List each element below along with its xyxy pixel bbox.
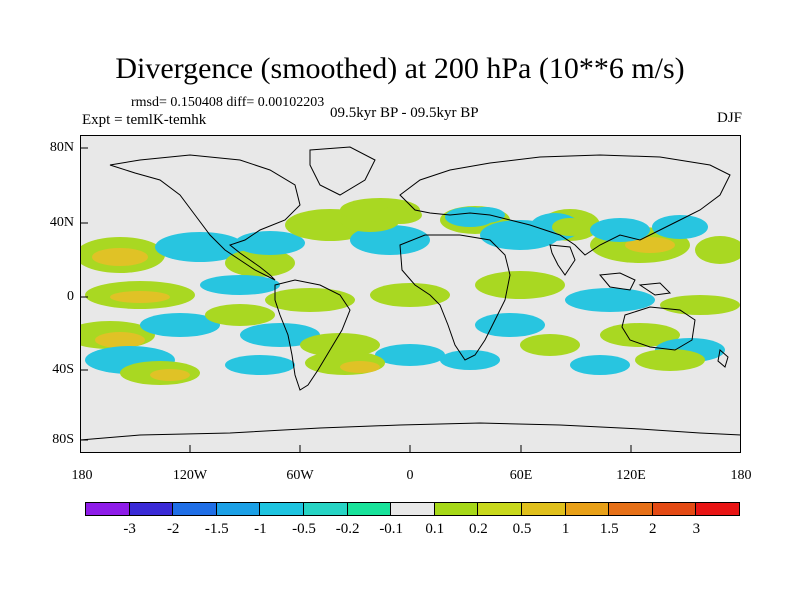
colorbar-label: 0.1: [425, 521, 445, 537]
contour-blob: [340, 361, 380, 373]
contour-blob: [440, 350, 500, 370]
contour-blob: [600, 323, 680, 347]
contour-blob: [652, 215, 708, 239]
contour-blob: [350, 225, 430, 255]
colorbar-label: -0.5: [292, 521, 316, 537]
contour-blob: [625, 237, 675, 253]
x-tick-label: 180: [71, 468, 93, 483]
contour-blob: [378, 206, 422, 224]
colorbar-box: [564, 502, 610, 516]
contour-blob: [200, 275, 280, 295]
colorbar-box: [520, 502, 566, 516]
contour-blob: [565, 288, 655, 312]
contour-blob: [590, 218, 650, 242]
x-tick-label: 60W: [286, 468, 314, 483]
colorbar-label: 0.2: [469, 521, 488, 537]
colorbar-label: -1: [254, 521, 267, 537]
stats-text: rmsd= 0.150408 diff= 0.00102203: [131, 95, 325, 110]
map-panel: [80, 135, 741, 453]
colorbar-box: [695, 502, 740, 516]
contour-blob: [225, 355, 295, 375]
contour-blob: [155, 232, 245, 262]
y-tick-label: 0: [67, 289, 74, 304]
colorbar-box: [346, 502, 392, 516]
x-tick-label: 180: [730, 468, 752, 483]
contour-blob: [300, 333, 380, 357]
contour-fields: [80, 198, 741, 385]
colorbar-box: [302, 502, 348, 516]
contour-blob: [235, 231, 305, 255]
contour-blob: [695, 236, 741, 264]
colorbar-box: [608, 502, 653, 516]
colorbar-label: 1.5: [599, 521, 619, 537]
contour-blob: [265, 288, 355, 312]
contour-blob: [520, 334, 580, 356]
contour-blob: [240, 323, 320, 347]
contour-blob: [660, 295, 740, 315]
colorbar-label: 3: [692, 521, 701, 537]
x-tick-label: 120E: [616, 468, 646, 483]
colorbar-label: 1: [561, 521, 570, 537]
x-tick-label: 60E: [509, 468, 533, 483]
colorbar-box: [651, 502, 697, 516]
contour-blob: [635, 349, 705, 371]
contour-blob: [95, 332, 145, 348]
contour-blob: [475, 313, 545, 337]
colorbar: [85, 502, 740, 516]
contour-blob: [375, 344, 445, 366]
y-tick-label: 80N: [49, 140, 74, 155]
colorbar-box: [215, 502, 261, 516]
period-label: 09.5kyr BP - 09.5kyr BP: [330, 105, 479, 121]
y-tick-label: 40S: [52, 362, 74, 377]
y-tick-label: 40N: [49, 215, 74, 230]
contour-blob: [457, 210, 493, 224]
colorbar-box: [128, 502, 174, 516]
contour-blob: [205, 304, 275, 326]
colorbar-label: 0.5: [512, 521, 532, 537]
colorbar-label: -1.5: [204, 521, 229, 537]
contour-blob: [552, 218, 588, 236]
coastlines: [80, 146, 741, 441]
colorbar-label: -0.2: [335, 521, 360, 537]
colorbar-box: [390, 502, 435, 516]
contour-blob: [225, 249, 295, 277]
contour-blob: [475, 271, 565, 299]
season-label: DJF: [716, 110, 742, 126]
contour-blob: [92, 248, 148, 266]
colorbar-box: [85, 502, 130, 516]
colorbar-box: [433, 502, 479, 516]
contour-blob: [140, 313, 220, 337]
colorbar-label: 2: [649, 521, 657, 537]
colorbar-label: -3: [123, 521, 136, 537]
plot-title: Divergence (smoothed) at 200 hPa (10**6 …: [115, 52, 685, 85]
colorbar-box: [477, 502, 522, 516]
contour-blob: [570, 355, 630, 375]
contour-blob: [370, 283, 450, 307]
x-tick-label: 0: [406, 468, 414, 483]
colorbar-box: [259, 502, 304, 516]
colorbar-box: [172, 502, 217, 516]
y-tick-label: 80S: [52, 432, 74, 447]
divergence-map: [80, 135, 741, 453]
contour-blob: [150, 369, 190, 381]
x-tick-label: 120W: [172, 468, 208, 483]
colorbar-label: -2: [166, 521, 180, 537]
experiment-label: Expt = temlK-temhk: [82, 112, 207, 128]
contour-blob: [110, 291, 170, 303]
axis-ticks: [80, 147, 632, 453]
colorbar-label: -0.1: [379, 521, 404, 537]
